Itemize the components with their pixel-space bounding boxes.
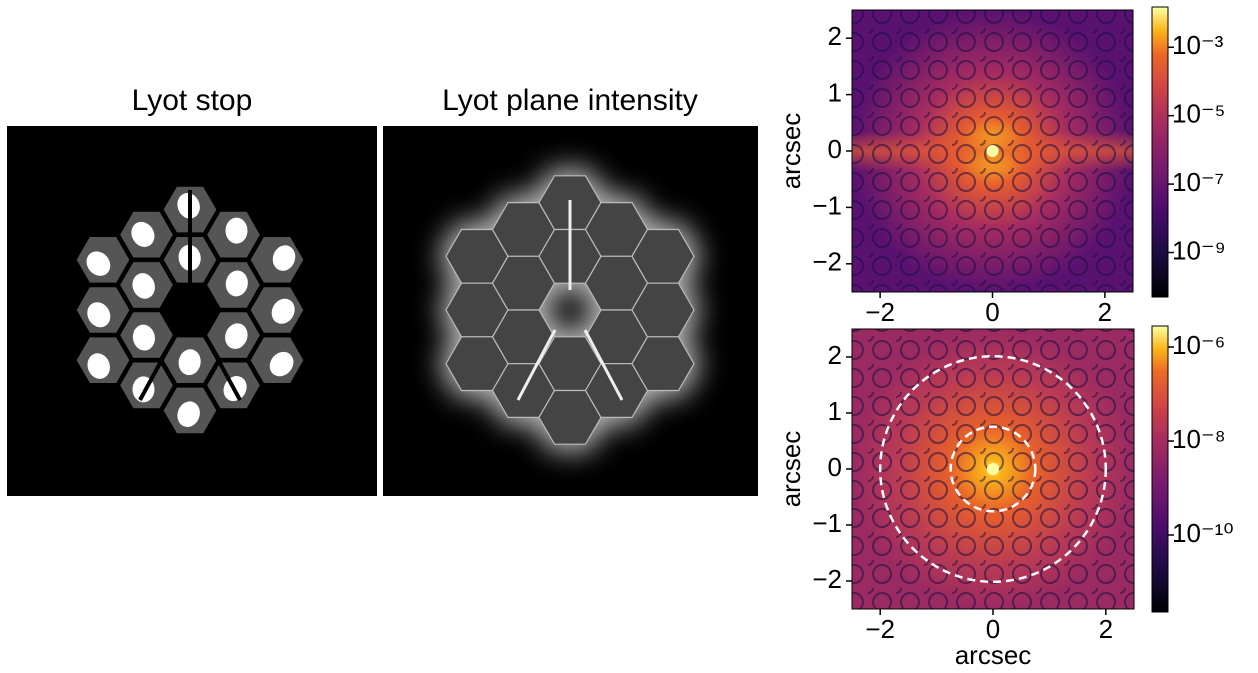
- segment-opening: [87, 353, 110, 379]
- y-tick-label: 1: [828, 396, 842, 426]
- radius-circle: [878, 354, 1108, 584]
- y-axis-label: arcsec: [776, 431, 806, 508]
- heatmap-image: [852, 329, 1134, 609]
- lyot-plane-segments: [438, 168, 702, 452]
- x-axis-label: arcsec: [955, 640, 1032, 670]
- lyot-stop-segments: [74, 184, 306, 436]
- y-tick-label: −1: [812, 508, 842, 538]
- segment-opening: [271, 298, 295, 324]
- segment-opening: [132, 273, 155, 299]
- spider: [516, 329, 557, 401]
- colorbar-tick-label: 10⁻¹⁰: [1172, 518, 1234, 548]
- y-tick-label: −2: [812, 564, 842, 594]
- x-tick-label: 0: [985, 297, 999, 327]
- radius-circle: [949, 425, 1037, 513]
- colorbar-tick-label: 10⁻⁵: [1172, 99, 1225, 129]
- panel-title: Lyot stop: [132, 84, 253, 117]
- y-tick-label: 0: [828, 452, 842, 482]
- spider: [583, 329, 624, 401]
- x-tick-label: 2: [1098, 297, 1112, 327]
- colorbar-tick-label: 10⁻⁶: [1172, 330, 1225, 360]
- y-tick-label: 0: [828, 134, 842, 164]
- y-tick-label: −2: [812, 247, 842, 277]
- segment-opening: [131, 221, 155, 247]
- core: [987, 463, 999, 475]
- x-tick-label: −2: [865, 614, 895, 644]
- segment: [631, 336, 695, 392]
- spider: [200, 329, 242, 401]
- segment-opening: [86, 251, 111, 276]
- panel-title: Lyot plane intensity: [442, 84, 698, 117]
- segment-opening: [132, 324, 155, 351]
- segment-opening: [269, 351, 294, 377]
- segment-opening: [225, 217, 248, 244]
- y-tick-label: 2: [828, 340, 842, 370]
- y-tick-label: −1: [812, 190, 842, 220]
- core: [986, 145, 999, 157]
- spider: [138, 329, 180, 401]
- segment-opening: [177, 401, 200, 427]
- colorbar-tick-label: 10⁻⁸: [1172, 424, 1226, 454]
- y-tick-label: 1: [828, 77, 842, 107]
- colorbar-tick-label: 10⁻⁹: [1172, 235, 1226, 265]
- x-tick-label: 0: [986, 614, 1000, 644]
- segment-opening: [225, 323, 248, 349]
- colorbar-tick-label: 10⁻³: [1172, 30, 1224, 60]
- y-tick-label: 2: [828, 21, 842, 51]
- x-tick-label: −2: [865, 297, 895, 327]
- segment-opening: [178, 349, 201, 376]
- heatmap-image: [852, 10, 1133, 292]
- x-tick-label: 2: [1099, 614, 1113, 644]
- y-axis-label: arcsec: [776, 113, 806, 190]
- colorbar: [1151, 325, 1169, 613]
- colorbar: [1151, 6, 1169, 298]
- segment-opening: [272, 245, 296, 271]
- segment-opening: [87, 302, 111, 328]
- segment-opening: [225, 270, 248, 297]
- colorbar-tick-label: 10⁻⁷: [1172, 167, 1224, 197]
- lyot-stop-image: [7, 126, 377, 496]
